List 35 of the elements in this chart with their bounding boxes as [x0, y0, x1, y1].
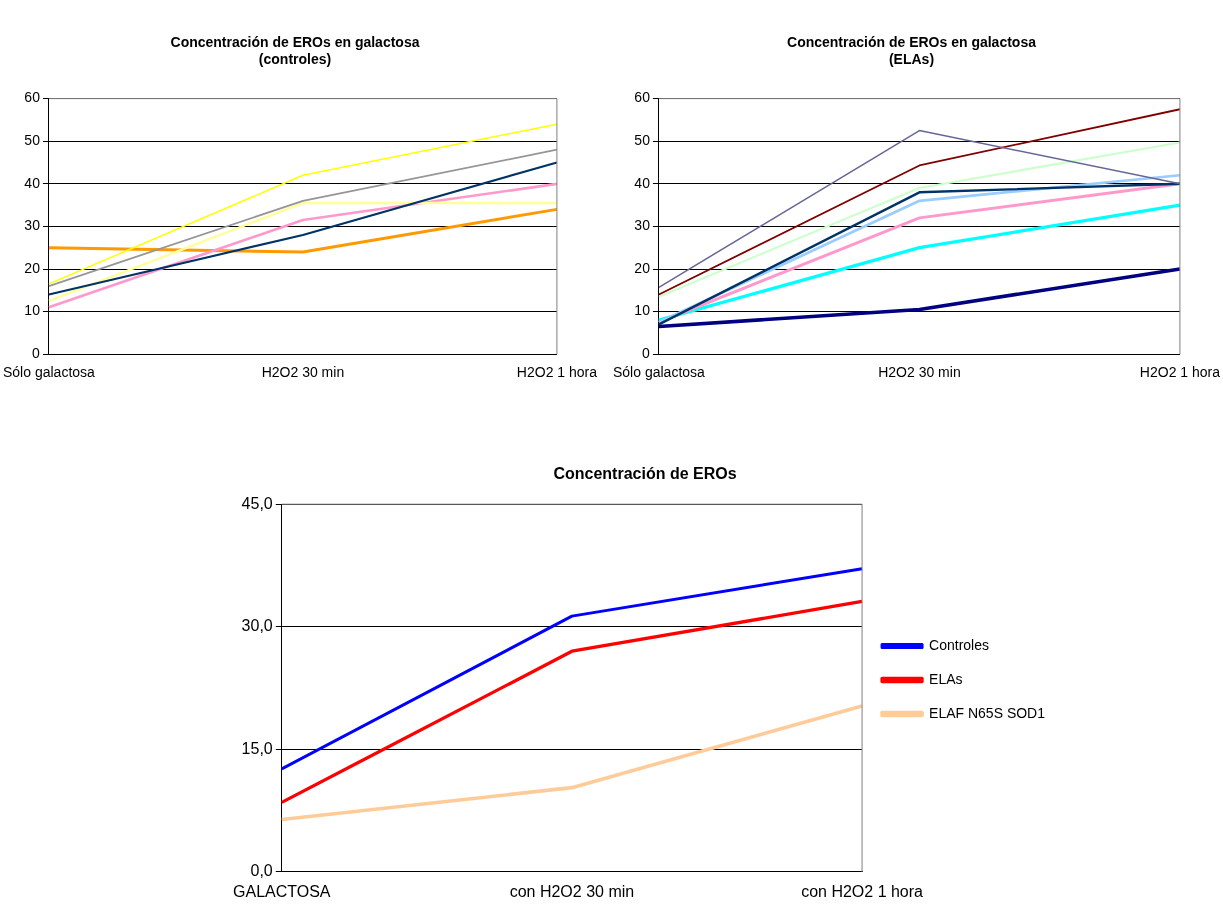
y-tick-label: 15,0 — [241, 739, 273, 757]
y-tick-label: 45,0 — [241, 494, 273, 512]
y-tick-label: 60 — [24, 89, 41, 106]
text: Concentración de EROs en galactosa — [170, 34, 420, 51]
y-tick-label: 30 — [634, 217, 651, 234]
y-tick-label: 10 — [634, 302, 651, 319]
text: (ELAs) — [888, 51, 935, 68]
x-tick-label: GALACTOSA — [233, 882, 331, 900]
x-tick-label: Sólo galactosa — [613, 364, 706, 381]
chart-title: Concentración de EROs — [553, 465, 737, 483]
y-tick-label: 50 — [634, 132, 651, 149]
legend-label: ELAs — [929, 670, 963, 687]
x-tick-label: Sólo galactosa — [3, 364, 96, 381]
y-tick-label: 50 — [24, 132, 41, 149]
y-tick-label: 0,0 — [250, 862, 273, 880]
x-tick-label: H2O2 30 min — [261, 364, 345, 381]
legend-label: Controles — [929, 636, 989, 653]
y-tick-label: 0 — [32, 345, 41, 362]
y-tick-label: 40 — [24, 174, 41, 191]
y-tick-label: 40 — [634, 174, 651, 191]
text: (controles) — [258, 51, 332, 68]
y-tick-label: 30,0 — [241, 617, 273, 635]
legend-label: ELAF N65S SOD1 — [929, 704, 1046, 721]
y-tick-label: 30 — [24, 217, 41, 234]
y-tick-label: 60 — [634, 89, 651, 106]
x-tick-label: con H2O2 1 hora — [801, 882, 924, 900]
x-tick-label: con H2O2 30 min — [509, 882, 635, 900]
x-tick-label: H2O2 30 min — [878, 364, 961, 381]
x-tick-label: H2O2 1 hora — [1139, 364, 1221, 381]
y-tick-label: 20 — [634, 259, 651, 276]
y-tick-label: 0 — [642, 345, 651, 362]
y-tick-label: 10 — [24, 302, 41, 319]
text: Concentración de EROs en galactosa — [787, 34, 1036, 51]
y-tick-label: 20 — [24, 259, 41, 276]
x-tick-label: H2O2 1 hora — [516, 364, 598, 381]
